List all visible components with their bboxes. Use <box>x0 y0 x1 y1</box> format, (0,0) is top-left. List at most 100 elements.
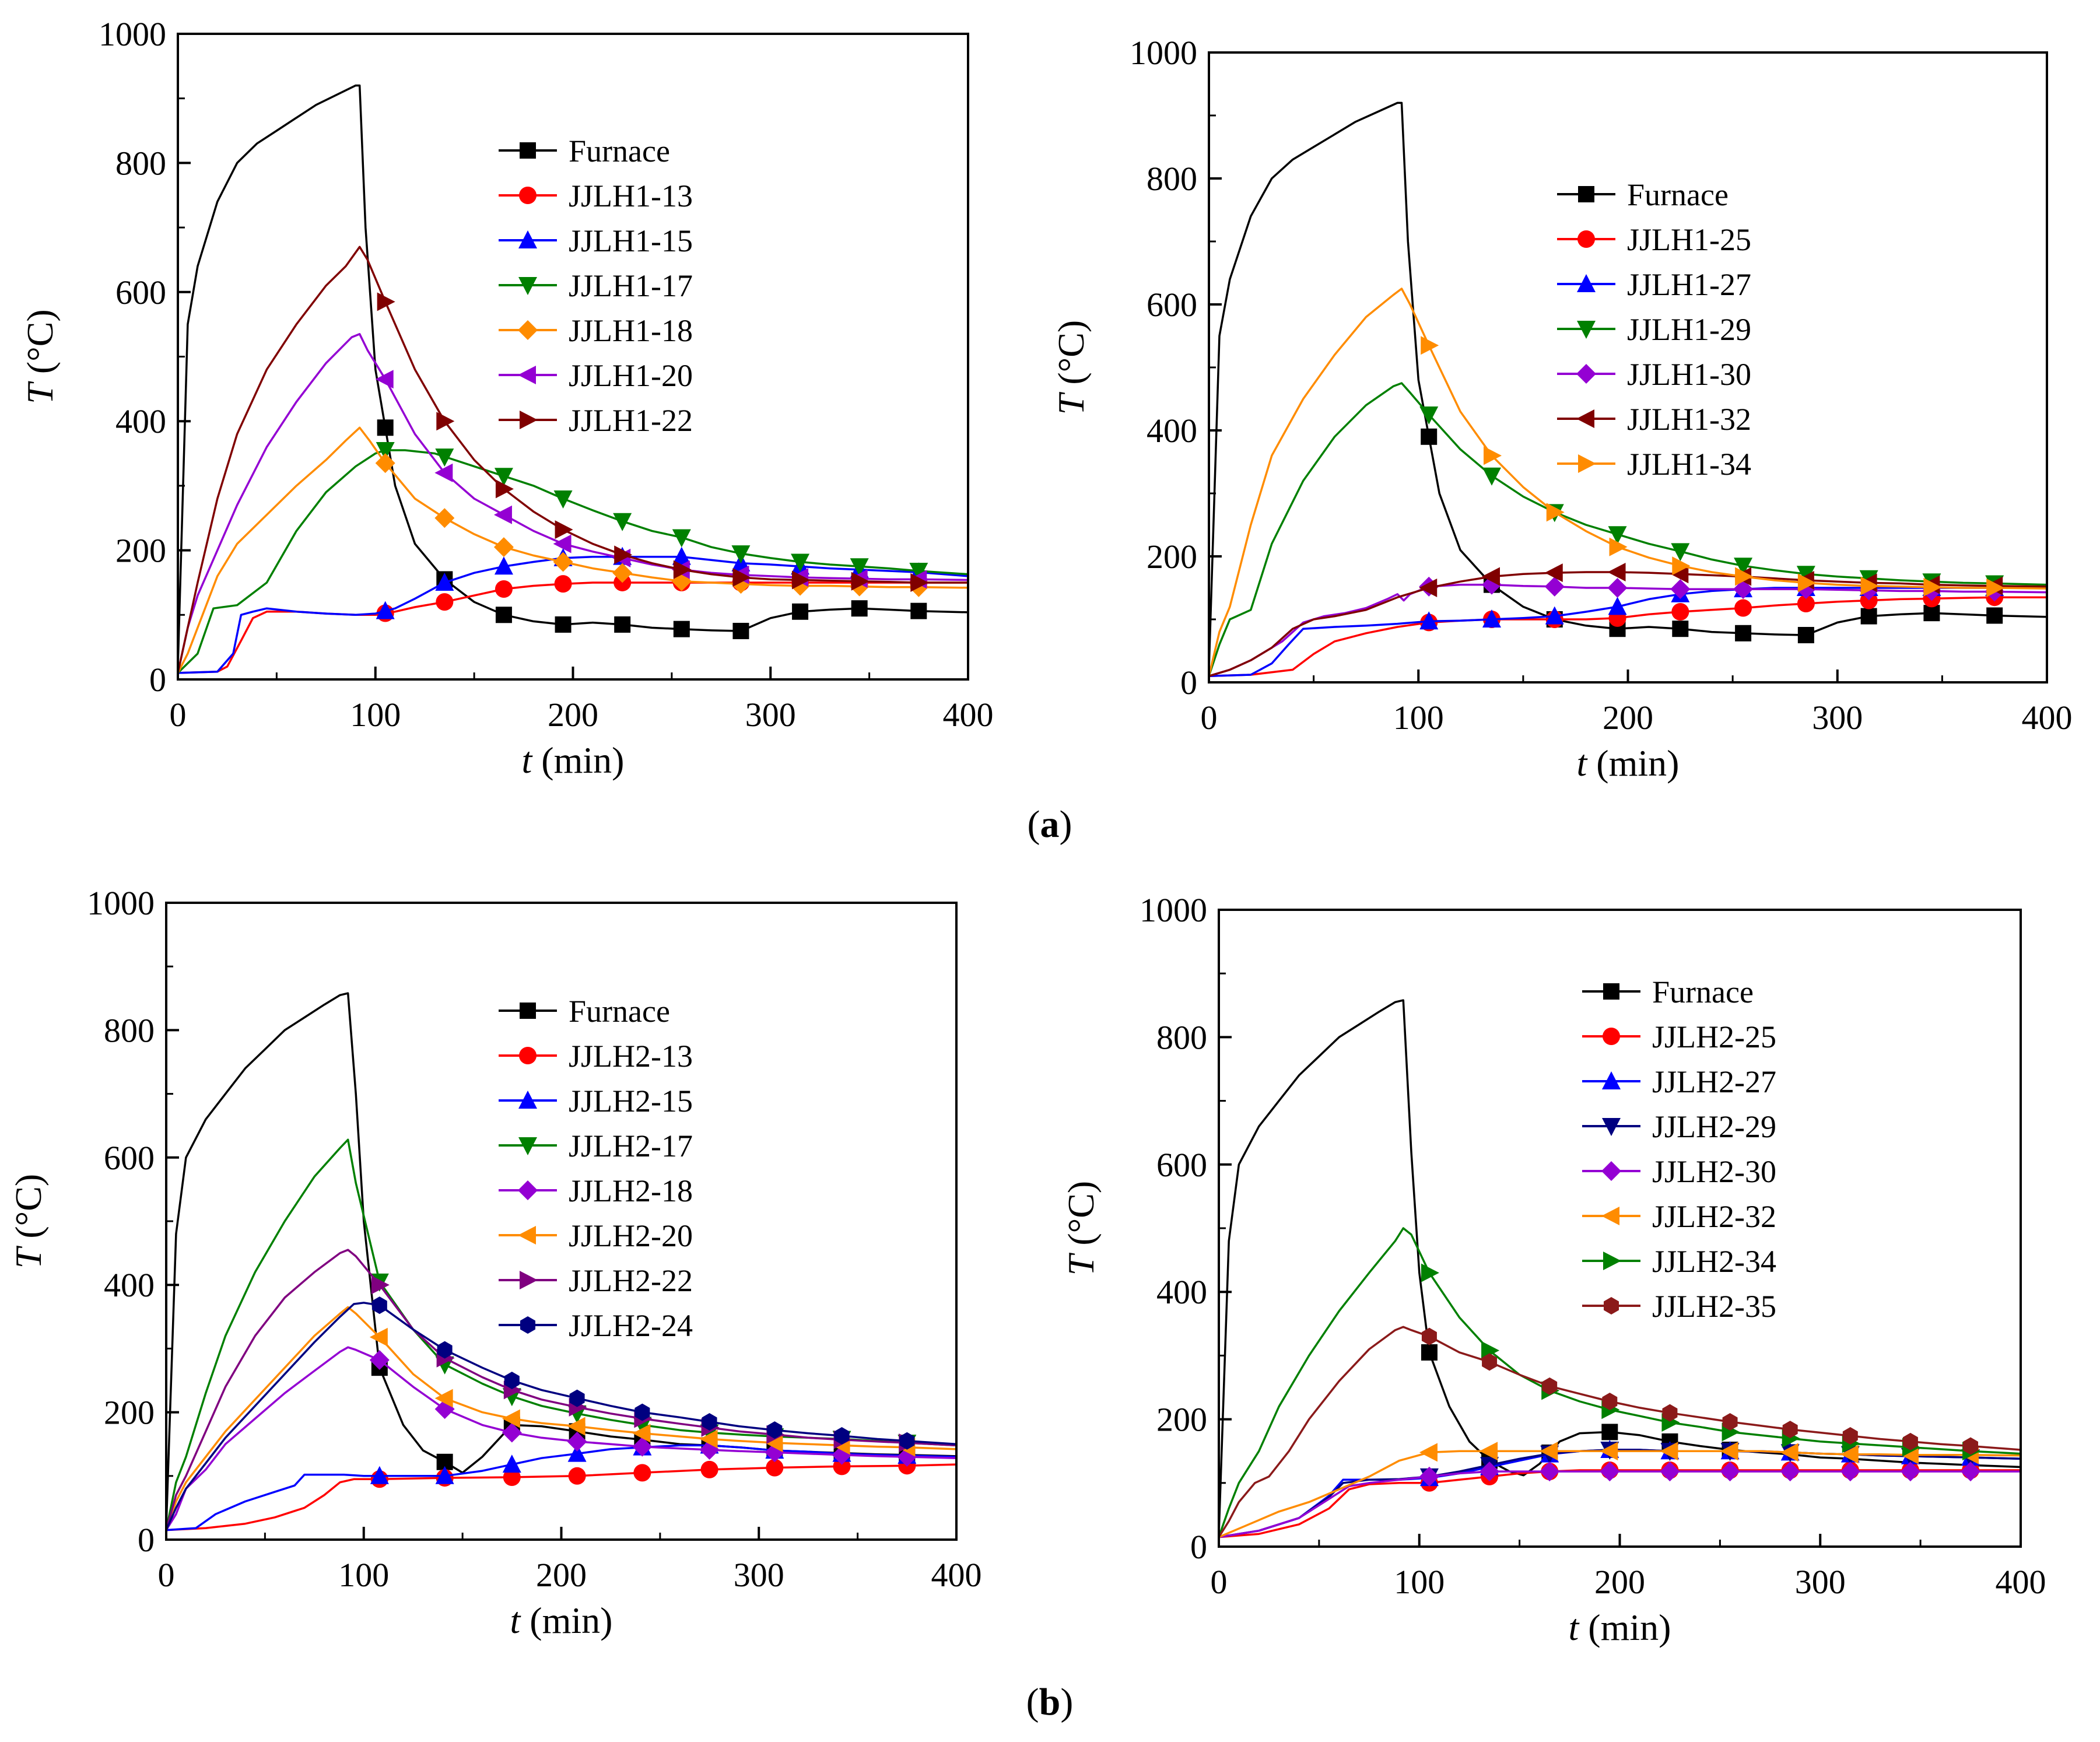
data-point-jjlh2-20 <box>369 1327 388 1347</box>
data-point-jjlh2-32 <box>1540 1442 1558 1461</box>
data-point-furnace <box>732 622 749 639</box>
legend-marker <box>1603 983 1619 1000</box>
data-point-jjlh1-34 <box>1483 446 1502 465</box>
x-tick-label: 300 <box>734 1556 784 1594</box>
data-point-jjlh1-17 <box>613 513 632 531</box>
chart-b-left: 0 100 200 300 400 0 200 400 600 800 1000 t (min) T (… <box>8 884 982 1641</box>
y-tick-label: 200 <box>1147 538 1197 576</box>
y-tick-label: 1000 <box>1140 891 1207 929</box>
data-point-jjlh2-30 <box>1900 1461 1920 1482</box>
y-axis-label: T (°C) <box>1060 1181 1102 1276</box>
y-axis-label-symbol: T <box>1050 391 1092 415</box>
series-line-jjlh1-18 <box>178 426 968 674</box>
data-point-jjlh1-15 <box>376 601 395 619</box>
data-point-jjlh2-32 <box>1600 1442 1618 1461</box>
data-point-jjlh1-22 <box>495 479 514 499</box>
y-axis-label: T (°C) <box>8 1174 49 1269</box>
data-point-jjlh2-32 <box>1419 1443 1438 1462</box>
data-point-jjlh2-32 <box>1840 1445 1859 1464</box>
data-point-jjlh2-20 <box>632 1424 651 1443</box>
x-axis-label-unit: (min) <box>1579 1607 1671 1648</box>
data-point-jjlh2-24 <box>634 1403 650 1421</box>
legend-marker <box>518 366 536 384</box>
data-point-jjlh1-30 <box>1607 578 1628 598</box>
legend-marker <box>1601 1207 1619 1225</box>
legend-marker <box>518 1137 537 1155</box>
legend-label: Furnace <box>1652 975 1754 1010</box>
series-line-jjlh2-30 <box>1219 1470 2021 1538</box>
legend-label: JJLH1-20 <box>569 358 693 393</box>
data-point-jjlh1-25 <box>1671 603 1689 621</box>
legend-label: JJLH2-25 <box>1652 1019 1776 1054</box>
legend-marker <box>520 1316 535 1334</box>
data-point-jjlh1-18 <box>493 537 514 558</box>
data-point-jjlh1-18 <box>612 563 633 583</box>
data-point-furnace <box>910 602 927 619</box>
legend-label: JJLH1-15 <box>569 223 693 258</box>
data-point-jjlh1-34 <box>1860 576 1879 595</box>
series-line-furnace <box>1209 101 2047 670</box>
data-point-furnace <box>1797 627 1814 643</box>
legend-marker <box>518 1091 537 1109</box>
data-point-jjlh1-34 <box>1797 573 1816 593</box>
data-point-jjlh2-20 <box>502 1409 520 1428</box>
legend-label: JJLH1-32 <box>1627 402 1751 437</box>
legend-marker <box>518 230 537 248</box>
legend-label: Furnace <box>569 994 670 1029</box>
data-point-jjlh1-34 <box>1986 579 2005 597</box>
x-tick-label: 300 <box>1795 1563 1846 1601</box>
data-point-jjlh2-13 <box>633 1464 651 1482</box>
legend-marker <box>1601 1161 1621 1181</box>
legend-label: JJLH2-22 <box>569 1263 693 1298</box>
legend-marker <box>520 1271 538 1289</box>
y-tick-label: 800 <box>115 144 166 182</box>
legend-marker <box>520 142 536 159</box>
legend-label: JJLH1-27 <box>1627 267 1751 302</box>
data-point-jjlh1-17 <box>672 529 691 548</box>
data-point-jjlh2-13 <box>833 1457 851 1475</box>
legend-marker <box>520 411 538 429</box>
x-tick-label: 200 <box>536 1556 587 1594</box>
series-line-jjlh2-24 <box>166 1302 956 1531</box>
data-point-jjlh1-34 <box>1546 503 1565 522</box>
legend-label: JJLH2-34 <box>1652 1244 1776 1279</box>
y-axis-label-unit: (°C) <box>1060 1181 1102 1255</box>
series-line-jjlh1-25 <box>1209 596 2047 677</box>
data-point-jjlh1-20 <box>553 534 572 553</box>
data-point-jjlh2-15 <box>370 1466 389 1484</box>
legend-label: JJLH1-34 <box>1627 447 1751 482</box>
data-point-jjlh1-32 <box>1607 563 1626 581</box>
data-point-jjlh2-35 <box>1602 1393 1618 1411</box>
data-point-jjlh2-35 <box>1842 1426 1858 1445</box>
data-point-furnace <box>1672 621 1689 637</box>
data-point-furnace <box>792 603 809 620</box>
data-point-jjlh1-20 <box>493 505 512 524</box>
data-point-jjlh1-22 <box>792 570 811 590</box>
data-point-jjlh1-22 <box>377 292 395 311</box>
data-point-jjlh1-29 <box>1482 467 1501 486</box>
series-line-jjlh2-32 <box>1219 1450 2021 1538</box>
x-tick-label: 400 <box>2022 699 2073 737</box>
data-point-jjlh1-22 <box>555 520 573 539</box>
caption-a-letter: a <box>1040 803 1060 846</box>
legend-label: JJLH1-30 <box>1627 357 1751 392</box>
data-point-furnace <box>1923 605 1940 622</box>
series-line-jjlh2-22 <box>166 1249 956 1531</box>
legend-marker <box>518 277 537 295</box>
series-line-jjlh1-17 <box>178 449 968 674</box>
data-point-jjlh1-22 <box>614 545 633 565</box>
legend-marker <box>1577 230 1595 248</box>
x-tick-label: 100 <box>1394 1563 1445 1601</box>
data-point-jjlh2-24 <box>371 1296 387 1315</box>
data-point-jjlh2-20 <box>699 1429 718 1449</box>
x-axis-label: t (min) <box>1577 742 1680 784</box>
data-point-jjlh1-17 <box>376 442 395 461</box>
y-tick-label: 400 <box>1156 1273 1207 1311</box>
caption-b: (b) <box>1026 1681 1074 1723</box>
data-point-jjlh1-32 <box>1544 563 1563 583</box>
data-point-jjlh1-27 <box>1482 609 1501 628</box>
legend-label: Furnace <box>1627 177 1729 212</box>
data-point-jjlh1-29 <box>1734 558 1753 576</box>
y-tick-label: 0 <box>149 661 166 699</box>
